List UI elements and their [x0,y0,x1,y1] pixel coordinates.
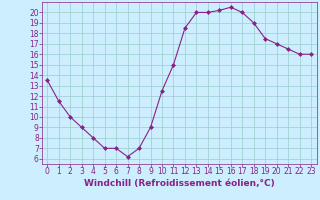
X-axis label: Windchill (Refroidissement éolien,°C): Windchill (Refroidissement éolien,°C) [84,179,275,188]
